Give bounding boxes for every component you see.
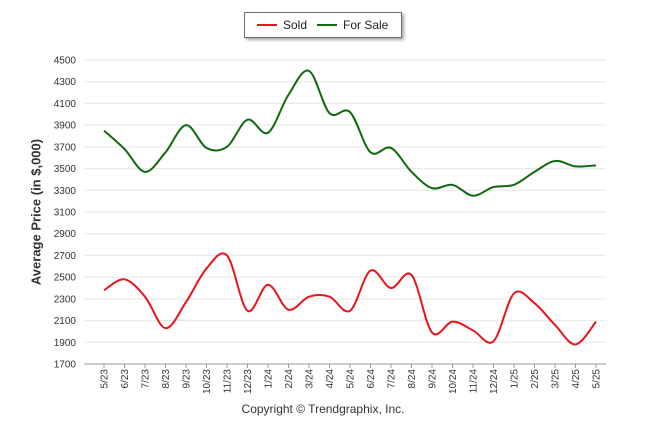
x-tick-label: 6/23 xyxy=(120,369,131,389)
series-line-sold xyxy=(103,252,597,346)
x-tick-label: 10/23 xyxy=(202,369,213,394)
legend-swatch-for-sale xyxy=(317,24,337,26)
x-tick-label: 8/24 xyxy=(407,369,418,389)
x-tick-label: 11/23 xyxy=(223,369,234,394)
y-tick-label: 1900 xyxy=(54,338,77,349)
series-line-for-sale xyxy=(103,69,597,197)
legend-label-for-sale: For Sale xyxy=(343,18,389,32)
x-tick-label: 9/24 xyxy=(428,369,439,389)
y-tick-label: 2900 xyxy=(54,229,77,240)
y-tick-label: 2300 xyxy=(54,294,77,305)
y-tick-labels: 1700 1900 2100 2300 2500 2700 2900 3100 3300 3500… xyxy=(54,56,77,371)
legend-label-sold: Sold xyxy=(283,18,308,32)
y-tick-label: 4100 xyxy=(54,99,77,110)
x-tick-label: 1/24 xyxy=(264,369,275,389)
x-tick-label: 11/24 xyxy=(469,369,480,394)
legend-swatch-sold xyxy=(257,24,277,26)
x-tick-label: 4/25 xyxy=(571,369,582,389)
y-tick-label: 2100 xyxy=(54,316,77,327)
y-tick-label: 1700 xyxy=(54,360,77,371)
x-tick-label: 7/24 xyxy=(387,369,398,389)
x-tick-label: 8/23 xyxy=(161,369,172,389)
x-tick-label: 2/25 xyxy=(530,369,541,389)
x-tick-label: 10/24 xyxy=(448,369,459,394)
x-tick-label: 9/23 xyxy=(182,369,193,389)
y-tick-label: 3500 xyxy=(54,164,77,175)
x-tick-label: 3/25 xyxy=(551,369,562,389)
x-tick-label: 1/25 xyxy=(510,369,521,389)
copyright-text: Copyright © Trendgraphix, Inc. xyxy=(241,402,405,416)
y-tick-label: 2500 xyxy=(54,273,77,284)
legend-item-for-sale[interactable]: For Sale xyxy=(317,18,388,32)
x-tick-label: 2/24 xyxy=(284,369,295,389)
x-tick-label: 7/23 xyxy=(141,369,152,389)
grid-lines xyxy=(84,59,606,365)
y-tick-label: 3100 xyxy=(54,208,77,219)
x-tick-label: 5/25 xyxy=(592,369,603,389)
x-tick-label: 5/23 xyxy=(100,369,111,389)
x-tick-label: 12/24 xyxy=(489,369,500,394)
legend-item-sold[interactable]: Sold xyxy=(257,18,307,32)
y-tick-label: 2700 xyxy=(54,251,77,262)
y-tick-label: 3900 xyxy=(54,121,77,132)
x-tick-labels: 5/23 6/23 7/23 8/23 9/23 10/23 11/23 12/23 1/24 2… xyxy=(100,369,603,394)
x-tick-label: 12/23 xyxy=(243,369,254,394)
y-axis-label: Average Price (in $,000) xyxy=(28,138,44,286)
x-tick-label: 4/24 xyxy=(325,369,336,389)
y-tick-label: 4500 xyxy=(54,56,77,67)
x-tick-label: 6/24 xyxy=(366,369,377,389)
legend: Sold For Sale xyxy=(244,12,402,38)
x-tick-label: 5/24 xyxy=(346,369,357,389)
series-lines xyxy=(103,69,597,346)
x-tick-label: 3/24 xyxy=(305,369,316,389)
y-tick-label: 3300 xyxy=(54,186,77,197)
y-tick-label: 3700 xyxy=(54,142,77,153)
axes xyxy=(84,363,606,368)
y-tick-label: 4300 xyxy=(54,77,77,88)
